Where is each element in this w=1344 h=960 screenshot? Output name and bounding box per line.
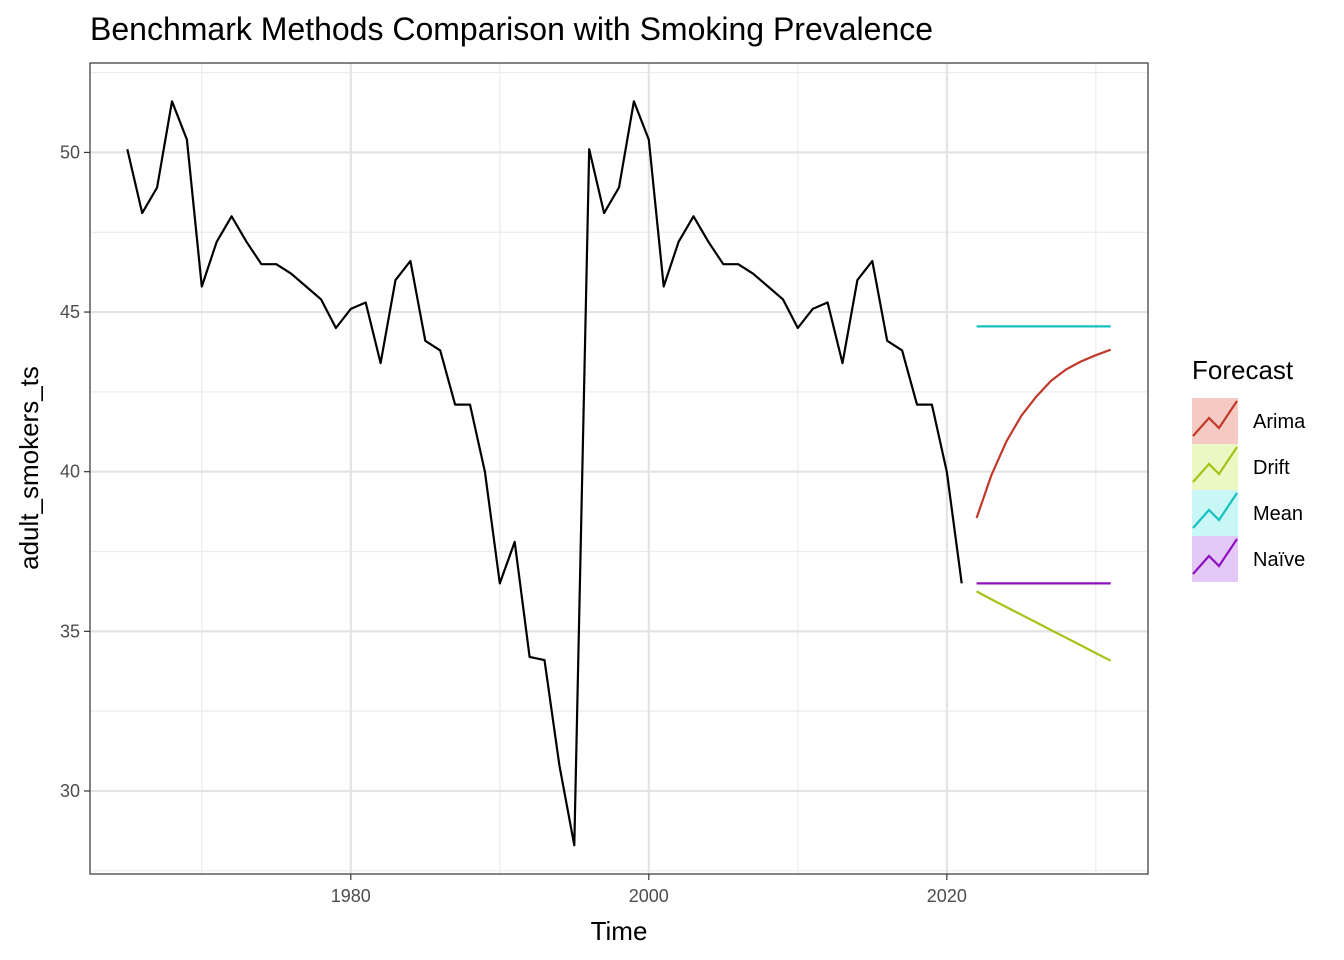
y-tick-label: 40	[60, 462, 80, 482]
legend-label-mean: Mean	[1253, 503, 1303, 525]
legend-title: Forecast	[1192, 355, 1294, 385]
y-tick-label: 30	[60, 781, 80, 801]
chart-title: Benchmark Methods Comparison with Smokin…	[90, 11, 933, 47]
minor-gridlines	[90, 63, 1148, 874]
forecast-line-arima	[975, 348, 1112, 519]
legend-swatch-mean	[1192, 492, 1238, 529]
x-tick-label: 1980	[331, 886, 371, 906]
x-axis-title: Time	[591, 916, 648, 946]
legend-key-nave	[1192, 536, 1238, 582]
legend: Forecast Arima Drift Mean Naïve	[1192, 355, 1306, 582]
major-gridlines	[90, 63, 1148, 874]
forecast-line-drift	[976, 590, 1112, 662]
y-tick-label: 45	[60, 302, 80, 322]
legend-label-nave: Naïve	[1253, 549, 1305, 571]
y-tick-label: 50	[60, 142, 80, 162]
x-tick-label: 2020	[927, 886, 967, 906]
legend-label-drift: Drift	[1253, 457, 1290, 479]
x-tick-label: 2000	[629, 886, 669, 906]
plot-border	[89, 62, 1149, 875]
plot-panel	[90, 63, 1148, 874]
legend-swatch-drift	[1192, 446, 1238, 483]
legend-swatch-nave	[1192, 538, 1238, 575]
legend-key-drift	[1192, 444, 1238, 490]
legend-key-mean	[1192, 490, 1238, 536]
observed-series-line	[126, 100, 963, 847]
series-lines	[126, 100, 1112, 847]
x-axis: 1980 2000 2020	[331, 874, 967, 906]
y-axis-title: adult_smokers_ts	[14, 366, 44, 570]
y-axis: 30 35 40 45 50	[60, 142, 90, 801]
legend-label-arima: Arima	[1253, 411, 1306, 433]
y-tick-label: 35	[60, 621, 80, 641]
legend-key-arima	[1192, 398, 1238, 444]
legend-swatch-arima	[1192, 400, 1238, 437]
